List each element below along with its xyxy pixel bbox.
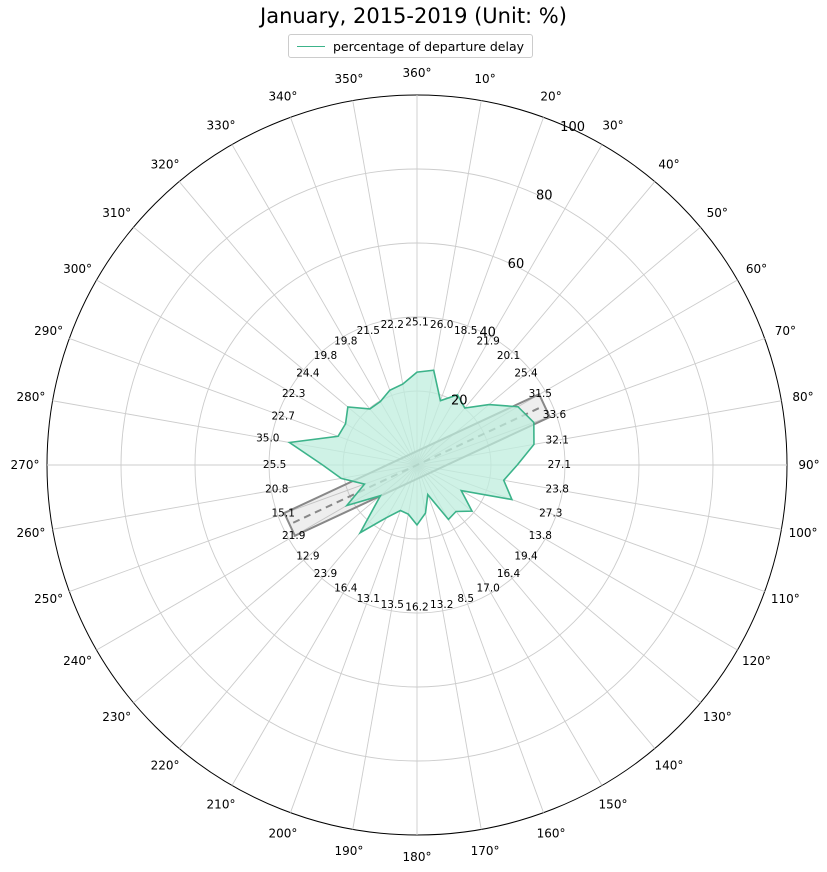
angular-tick-label: 240° — [63, 654, 92, 668]
data-value-label: 16.4 — [334, 582, 358, 594]
angular-tick-label: 200° — [268, 826, 297, 840]
angular-tick-label: 50° — [707, 206, 728, 220]
angular-grid-line — [133, 464, 418, 704]
radial-tick-label: 40 — [479, 325, 496, 340]
data-value-label: 31.5 — [529, 388, 552, 400]
data-value-label: 21.5 — [357, 325, 380, 337]
angular-tick-label: 150° — [599, 797, 628, 811]
angular-grid-line — [69, 464, 418, 592]
angular-tick-label: 300° — [63, 262, 92, 276]
angular-tick-label: 80° — [792, 390, 813, 404]
data-value-label: 13.8 — [529, 530, 552, 542]
legend-swatch — [297, 45, 325, 47]
data-value-label: 13.2 — [430, 599, 453, 611]
data-value-label: 19.4 — [514, 551, 538, 563]
grid-layer — [46, 94, 788, 836]
angular-tick-label: 90° — [798, 458, 819, 472]
angular-tick-label: 340° — [268, 90, 297, 104]
tick-layer: 360° 10° 20° 30° 40° 50° 60° 70° 80° 90° 100° 110° 1… — [11, 66, 820, 864]
data-value-label: 25.5 — [263, 459, 286, 471]
radial-tick-label: 80 — [536, 189, 553, 204]
angular-grid-line — [416, 464, 544, 813]
data-value-label: 24.4 — [296, 367, 320, 379]
data-value-label: 27.1 — [548, 459, 571, 471]
data-area-layer — [287, 369, 535, 535]
data-value-label: 13.1 — [357, 593, 380, 605]
angular-tick-label: 290° — [34, 324, 63, 338]
data-value-label: 22.2 — [381, 319, 404, 331]
chart-title: January, 2015-2019 (Unit: %) — [260, 4, 567, 28]
angular-tick-label: 120° — [742, 654, 771, 668]
angular-tick-label: 180° — [403, 850, 432, 864]
data-value-label: 18.5 — [454, 325, 477, 337]
radial-tick-label: 60 — [508, 257, 525, 272]
data-value-label: 25.4 — [514, 367, 538, 379]
data-value-label: 23.9 — [314, 568, 337, 580]
angular-grid-line — [290, 464, 418, 813]
legend: percentage of departure delay — [288, 34, 534, 58]
data-value-label: 15.1 — [272, 508, 295, 520]
data-value-label: 8.5 — [457, 593, 474, 605]
data-value-label: 12.9 — [296, 551, 319, 563]
data-value-label: 21.9 — [476, 336, 499, 348]
radial-tick-label: 100 — [560, 120, 585, 135]
angular-tick-label: 350° — [334, 72, 363, 86]
data-value-label: 25.1 — [405, 317, 428, 329]
data-value-label: 35.0 — [256, 433, 279, 445]
angular-grid-line — [416, 464, 738, 651]
angular-tick-label: 40° — [658, 158, 679, 172]
data-value-label: 13.5 — [381, 599, 404, 611]
radial-tick-label: 20 — [451, 394, 468, 409]
data-value-label: 33.6 — [543, 409, 567, 421]
data-value-label: 32.1 — [546, 434, 569, 446]
data-value-label: 17.0 — [476, 582, 499, 594]
data-value-label: 27.3 — [539, 508, 562, 520]
angular-tick-label: 130° — [703, 710, 732, 724]
data-value-label: 20.8 — [265, 484, 288, 496]
angular-tick-label: 30° — [602, 119, 623, 133]
data-value-label: 16.2 — [405, 601, 428, 613]
data-value-label: 26.0 — [430, 319, 453, 331]
angular-tick-label: 20° — [540, 90, 561, 104]
data-value-label: 21.9 — [282, 530, 305, 542]
angular-tick-label: 260° — [17, 526, 46, 540]
angular-tick-label: 220° — [151, 758, 180, 772]
angular-tick-label: 320° — [151, 158, 180, 172]
data-value-label: 22.3 — [282, 388, 305, 400]
angular-tick-label: 210° — [207, 797, 236, 811]
angular-tick-label: 250° — [34, 592, 63, 606]
angular-tick-label: 230° — [102, 710, 131, 724]
data-value-label: 20.1 — [497, 350, 520, 362]
angular-tick-label: 10° — [474, 72, 495, 86]
angular-tick-label: 270° — [11, 458, 40, 472]
data-value-label: 16.4 — [497, 568, 521, 580]
data-value-label: 19.8 — [334, 336, 357, 348]
angular-tick-label: 280° — [17, 390, 46, 404]
angular-tick-label: 310° — [102, 206, 131, 220]
data-value-label: 23.8 — [546, 484, 569, 496]
angular-tick-label: 330° — [207, 119, 236, 133]
angular-grid-line — [352, 464, 418, 830]
angular-tick-label: 100° — [789, 526, 818, 540]
data-value-label: 22.7 — [272, 410, 295, 422]
data-value-label: 19.8 — [314, 350, 337, 362]
angular-grid-line — [416, 464, 482, 830]
angular-tick-label: 110° — [771, 592, 800, 606]
angular-tick-label: 140° — [655, 758, 684, 772]
angular-tick-label: 170° — [471, 844, 500, 858]
angular-tick-label: 360° — [403, 66, 432, 80]
angular-tick-label: 70° — [775, 324, 796, 338]
angular-tick-label: 190° — [334, 844, 363, 858]
data-label-layer: 25.1 26.018.521.920.125.431.533.632.127.1… — [256, 317, 571, 614]
legend-label: percentage of departure delay — [333, 38, 525, 54]
angular-tick-label: 160° — [537, 826, 566, 840]
angular-tick-label: 60° — [746, 262, 767, 276]
